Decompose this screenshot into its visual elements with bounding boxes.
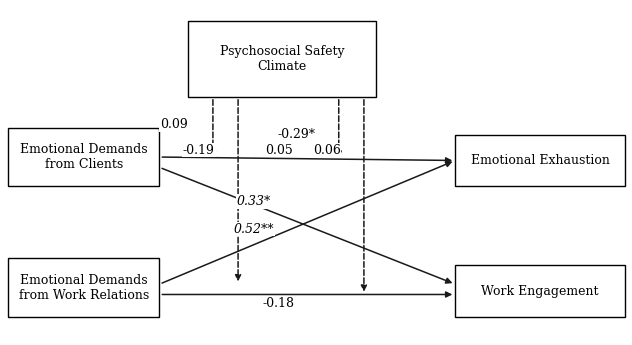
FancyBboxPatch shape <box>455 265 625 317</box>
Text: Emotional Demands
from Work Relations: Emotional Demands from Work Relations <box>19 274 149 302</box>
Text: Emotional Demands
from Clients: Emotional Demands from Clients <box>20 143 148 171</box>
Text: Emotional Exhaustion: Emotional Exhaustion <box>471 154 609 167</box>
FancyBboxPatch shape <box>8 128 159 186</box>
Text: Psychosocial Safety
Climate: Psychosocial Safety Climate <box>220 45 344 73</box>
FancyBboxPatch shape <box>188 21 377 97</box>
Text: Work Engagement: Work Engagement <box>482 285 599 297</box>
Text: 0.06: 0.06 <box>313 144 341 157</box>
Text: 0.09: 0.09 <box>160 118 188 131</box>
FancyBboxPatch shape <box>455 135 625 186</box>
Text: -0.29*: -0.29* <box>277 128 315 141</box>
Text: 0.52**: 0.52** <box>234 223 274 236</box>
Text: -0.19: -0.19 <box>183 144 215 157</box>
Text: -0.18: -0.18 <box>263 297 295 310</box>
Text: 0.05: 0.05 <box>265 144 293 157</box>
FancyBboxPatch shape <box>8 258 159 317</box>
Text: 0.33*: 0.33* <box>237 195 271 208</box>
